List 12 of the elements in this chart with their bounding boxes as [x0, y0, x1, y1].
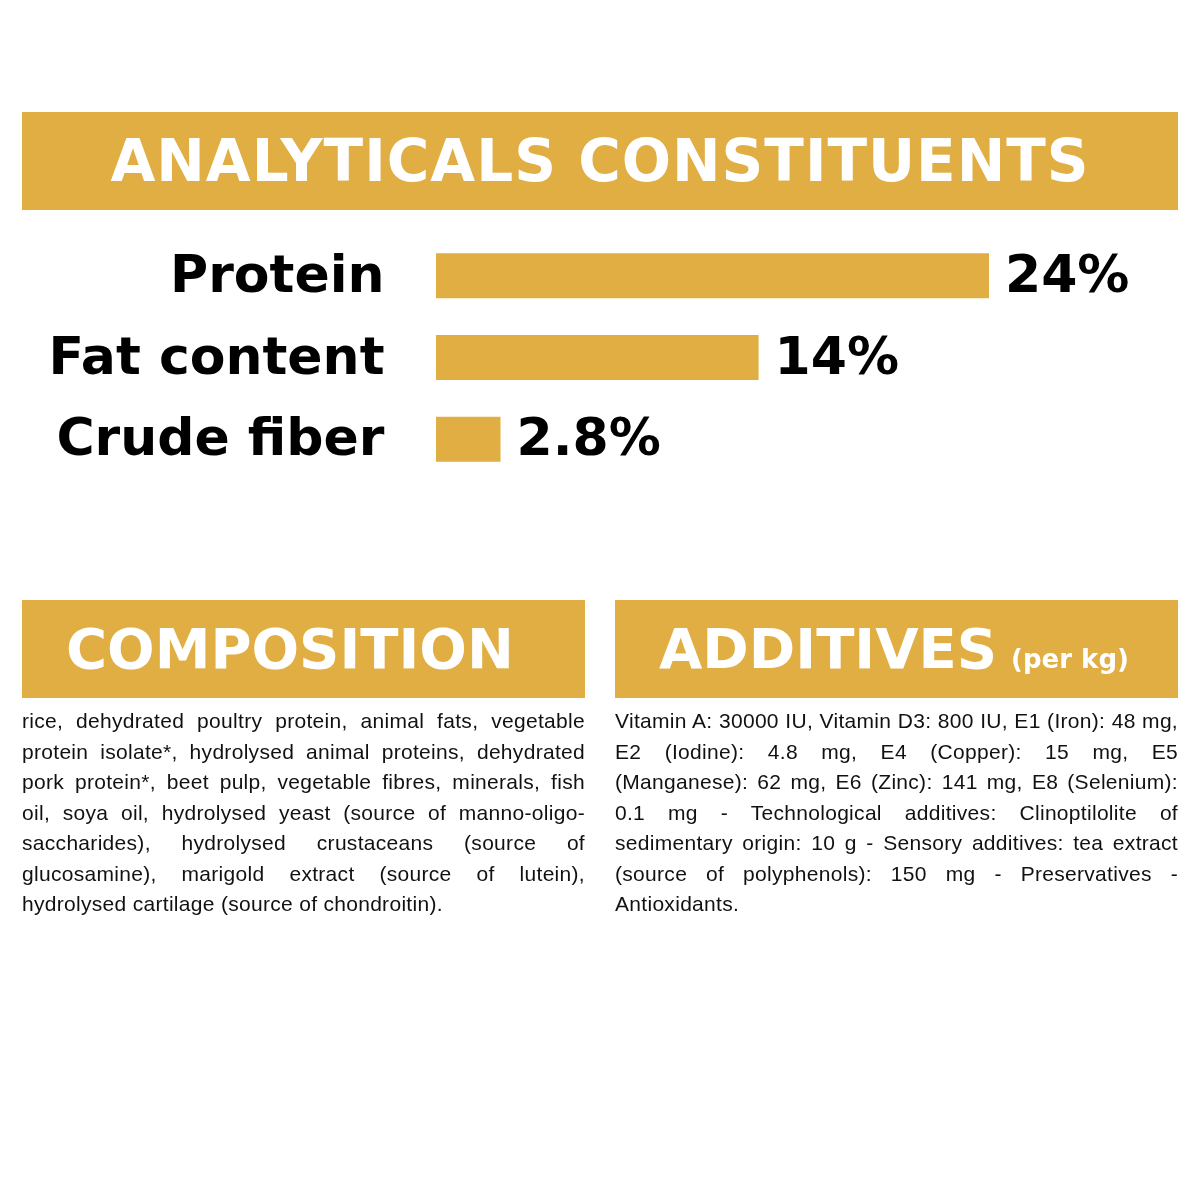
text: COMPOSITION	[66, 616, 514, 681]
text: ADDITIVES	[659, 616, 998, 681]
data-label: 14%	[774, 325, 900, 386]
data-label: 2.8%	[516, 407, 661, 468]
chart-title: ANALYTICALS CONSTITUENTS	[22, 112, 1178, 210]
data-label: 24%	[1005, 243, 1130, 304]
text: Vitamin A: 30000 IU, Vitamin D3: 800 IU, E1 (Iron): 48 mg, E2 (Iodine): 4.8 mg, E4 (Copper): 15 mg, E5 (Manganese): 62 mg, E6 (Zinc): 141 mg, E8 (Selenium): 0.1 mg - Technological additives: Clinoptilolite of sedimentary origin: 10 g - Sensory additives: tea extract (source of polyphenols): 150 mg - Preservatives - Antioxidants.	[615, 708, 1178, 917]
y-tick-label: Fat content	[48, 325, 385, 386]
text: rice, dehydrated poultry protein, animal fats, vegetable protein isolate*, hydrolysed animal proteins, dehydrated pork protein*, beet pulp, vegetable fibres, minerals, fish oil, soya oil, hydrolysed yeast (source of manno-oligo-saccharides), hydrolysed crustaceans (source of glucosamine), marigold extract (source of lutein), hydrolysed cartilage (source of chondroitin).	[22, 708, 585, 917]
text: (per kg)	[1011, 644, 1129, 674]
y-tick-label: Crude fiber	[56, 407, 385, 468]
y-tick-label: Protein	[170, 243, 385, 304]
